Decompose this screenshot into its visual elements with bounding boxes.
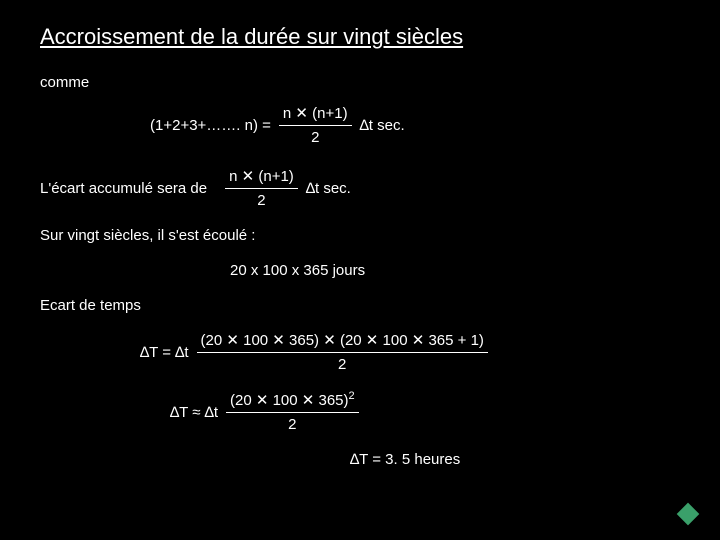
frac3-den: 2: [338, 353, 346, 375]
frac1-den: 2: [311, 126, 319, 148]
frac4-den: 2: [288, 413, 296, 435]
frac4-num-sup: 2: [349, 390, 355, 402]
ecart-accumule-text: L'écart accumulé sera de: [40, 178, 207, 199]
dT-eq-text: ∆T = ∆t: [140, 342, 189, 363]
sum-prefix: (1+2+3+……. n) =: [150, 115, 271, 136]
line-sum-formula: (1+2+3+……. n) = n ✕ (n+1) 2 ∆t sec.: [150, 103, 680, 148]
page-title: Accroissement de la durée sur vingt sièc…: [40, 24, 680, 50]
frac4-num-a: (20 ✕ 100 ✕ 365): [230, 392, 349, 409]
next-slide-icon[interactable]: [677, 503, 700, 526]
fraction-4: (20 ✕ 100 ✕ 365)2 2: [226, 389, 359, 435]
frac2-den: 2: [257, 189, 265, 211]
line-dT-eq: ∆T = ∆t (20 ✕ 100 ✕ 365) ✕ (20 ✕ 100 ✕ 3…: [140, 330, 680, 375]
line-result: ∆T = 3. 5 heures: [350, 449, 680, 470]
line-ecart-accumule: L'écart accumulé sera de n ✕ (n+1) 2 ∆t …: [40, 166, 680, 211]
frac3-num: (20 ✕ 100 ✕ 365) ✕ (20 ✕ 100 ✕ 365 + 1): [197, 330, 488, 353]
frac2-num: n ✕ (n+1): [225, 166, 298, 189]
fraction-2: n ✕ (n+1) 2: [225, 166, 298, 211]
line-comme: comme: [40, 72, 680, 93]
frac4-num: (20 ✕ 100 ✕ 365)2: [226, 389, 359, 413]
line-sur-vingt: Sur vingt siècles, il s'est écoulé :: [40, 225, 680, 246]
line-dT-approx: ∆T ≈ ∆t (20 ✕ 100 ✕ 365)2 2: [170, 389, 680, 435]
dt-sec-1: ∆t sec.: [360, 115, 405, 136]
line-ecart-temps: Ecart de temps: [40, 295, 680, 316]
fraction-1: n ✕ (n+1) 2: [279, 103, 352, 148]
dT-approx-text: ∆T ≈ ∆t: [170, 402, 218, 423]
fraction-3: (20 ✕ 100 ✕ 365) ✕ (20 ✕ 100 ✕ 365 + 1) …: [197, 330, 488, 375]
line-jours: 20 x 100 x 365 jours: [230, 260, 680, 281]
dt-sec-2: ∆t sec.: [306, 178, 351, 199]
frac1-num: n ✕ (n+1): [279, 103, 352, 126]
